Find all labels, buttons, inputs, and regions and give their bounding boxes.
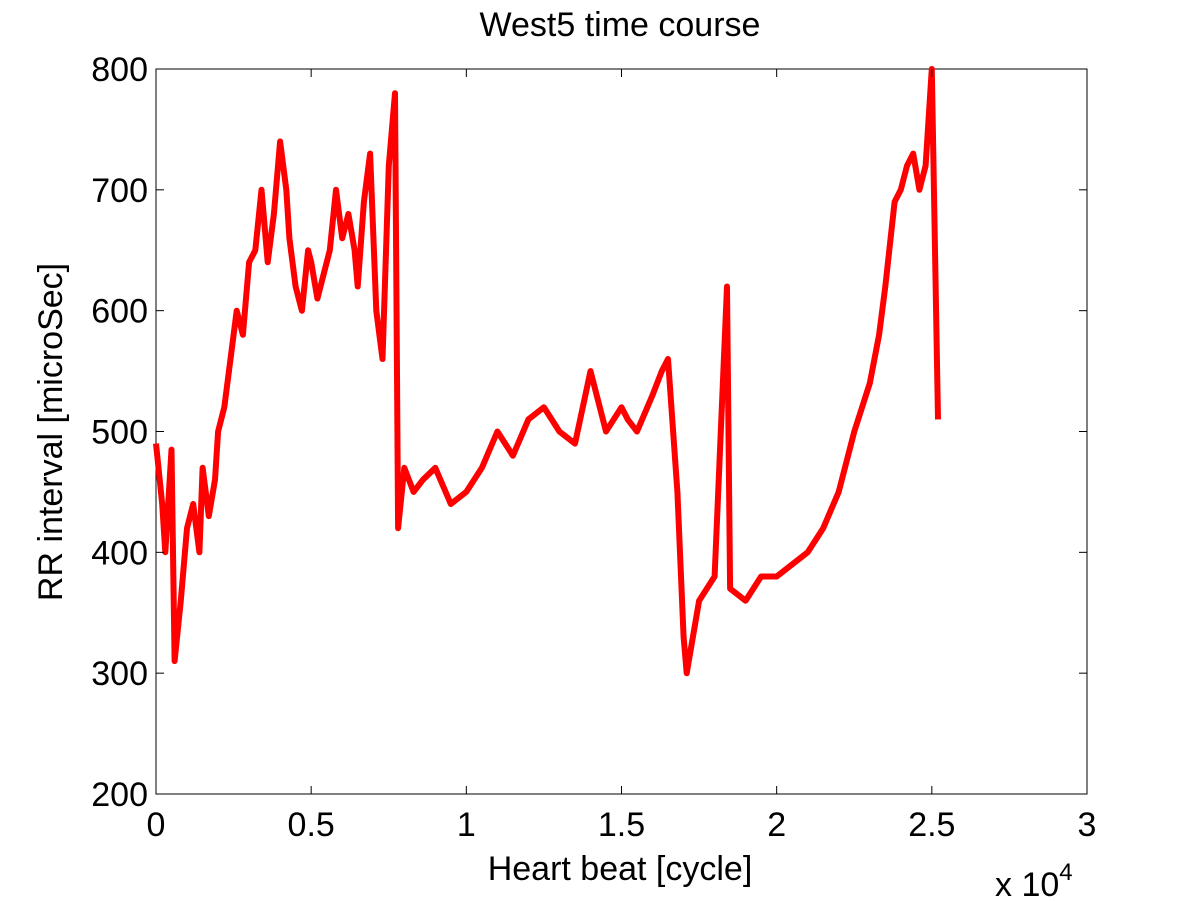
x-axis-multiplier-exponent: 4 <box>1059 859 1072 886</box>
x-tick-label: 0.5 <box>288 806 335 844</box>
plot-area <box>155 68 1088 795</box>
y-tick-label: 700 <box>91 172 148 210</box>
x-tick-label: 2.5 <box>908 806 955 844</box>
x-tick-label: 1.5 <box>598 806 645 844</box>
y-axis-label: RR interval [microSec] <box>32 263 70 601</box>
y-tick-label: 400 <box>91 534 148 572</box>
x-axis-multiplier: x 104 <box>995 859 1073 901</box>
x-axis-label: Heart beat [cycle] <box>488 850 753 888</box>
x-tick-label: 2 <box>767 806 786 844</box>
y-axis-ticks: 200 300 400 500 600 700 800 <box>91 51 1087 814</box>
y-tick-label: 500 <box>91 414 148 452</box>
x-tick-label: 3 <box>1078 806 1097 844</box>
y-tick-label: 600 <box>91 293 148 331</box>
y-tick-label: 200 <box>91 776 148 814</box>
series-line-0 <box>153 66 941 677</box>
x-tick-label: 1 <box>457 806 476 844</box>
x-tick-label: 0 <box>147 806 166 844</box>
y-tick-label: 300 <box>91 655 148 693</box>
series-group <box>153 66 941 677</box>
y-tick-label: 800 <box>91 51 148 89</box>
x-axis-multiplier-base: x 10 <box>995 866 1059 901</box>
chart-title: West5 time course <box>480 6 761 44</box>
x-axis-ticks: 0 0.5 1 1.5 2 2.5 3 <box>147 69 1097 844</box>
